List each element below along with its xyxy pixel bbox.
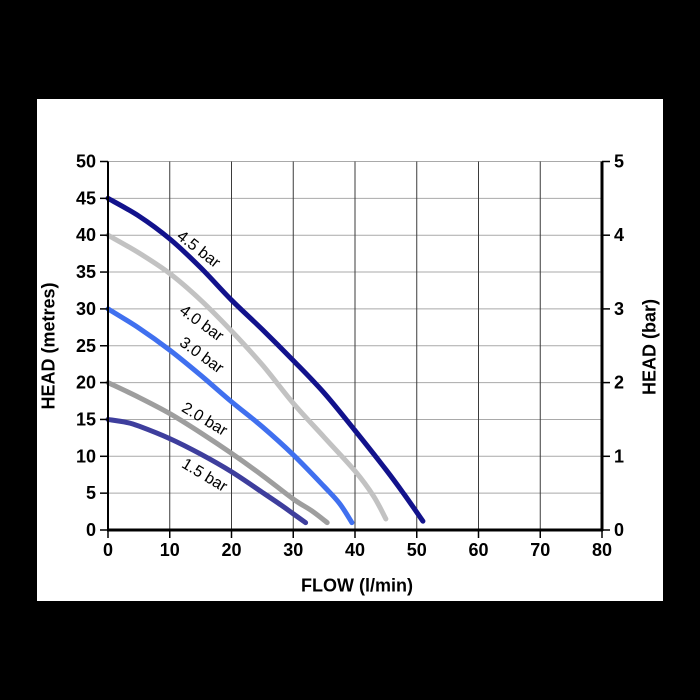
curve-2.0-bar (105, 380, 330, 526)
y-tick-label-left: 15 (76, 409, 96, 429)
y-tick-label-right: 5 (614, 152, 624, 172)
y-tick-label-right: 0 (614, 520, 624, 540)
y-tick-label-left: 35 (76, 262, 96, 282)
y-axis-title-right: HEAD (bar) (639, 298, 660, 396)
x-tick-label: 70 (530, 540, 550, 560)
curves (105, 195, 426, 526)
y-tick-label-left: 0 (86, 520, 96, 540)
curve-4.0-bar (105, 232, 389, 522)
x-axis-title: FLOW (l/min) (301, 575, 413, 596)
y-axis-title-left: HEAD (metres) (38, 282, 59, 410)
y-tick-label-left: 40 (76, 225, 96, 245)
y-tick-label-left: 50 (76, 152, 96, 172)
x-tick-label: 30 (283, 540, 303, 560)
x-tick-label: 80 (592, 540, 612, 560)
x-tick-label: 40 (345, 540, 365, 560)
x-tick-label: 50 (407, 540, 427, 560)
y-tick-label-left: 45 (76, 188, 96, 208)
x-tick-label: 60 (468, 540, 488, 560)
y-tick-label-right: 2 (614, 373, 624, 393)
x-tick-label: 10 (160, 540, 180, 560)
curve-1.5-bar (105, 416, 309, 526)
curve-3.0-bar (105, 306, 355, 526)
vertical-gridlines (169, 161, 541, 530)
x-tick-label: 20 (221, 540, 241, 560)
y-tick-label-left: 5 (86, 483, 96, 503)
y-tick-label-right: 1 (614, 446, 624, 466)
y-tick-label-right: 3 (614, 299, 624, 319)
y-tick-label-left: 25 (76, 336, 96, 356)
y-tick-label-left: 30 (76, 299, 96, 319)
y-tick-label-left: 10 (76, 446, 96, 466)
curve-4.5-bar (105, 195, 426, 524)
y-tick-label-left: 20 (76, 373, 96, 393)
x-tick-label: 0 (103, 540, 113, 560)
y-tick-label-right: 4 (614, 225, 624, 245)
